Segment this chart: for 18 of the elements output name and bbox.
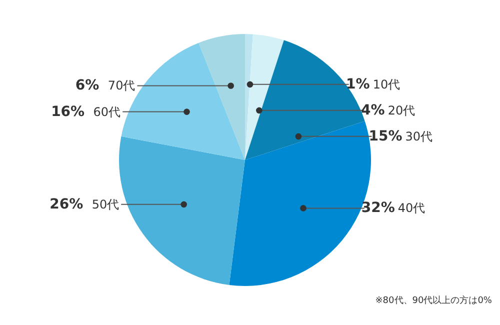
data-label: 16% [51,104,85,120]
slice-label: 30代 [405,129,433,144]
pie-slice [119,136,245,286]
data-label: 26% [50,196,84,212]
slice-label: 50代 [92,197,120,212]
slice-label: 10代 [372,77,400,92]
data-label: 32% [361,200,395,216]
data-label: 15% [368,128,402,144]
data-label: 4% [361,102,385,118]
slice-label: 60代 [93,104,121,119]
slice-label: 70代 [108,78,136,93]
data-label: 6% [75,78,100,94]
slice-label: 20代 [388,103,416,118]
pie-slice [198,34,245,160]
pie-slice [245,34,284,160]
text: ※80代、90代以上の方は0% [375,295,492,306]
data-label: 1% [346,76,370,92]
slice-label: 40代 [398,201,426,216]
